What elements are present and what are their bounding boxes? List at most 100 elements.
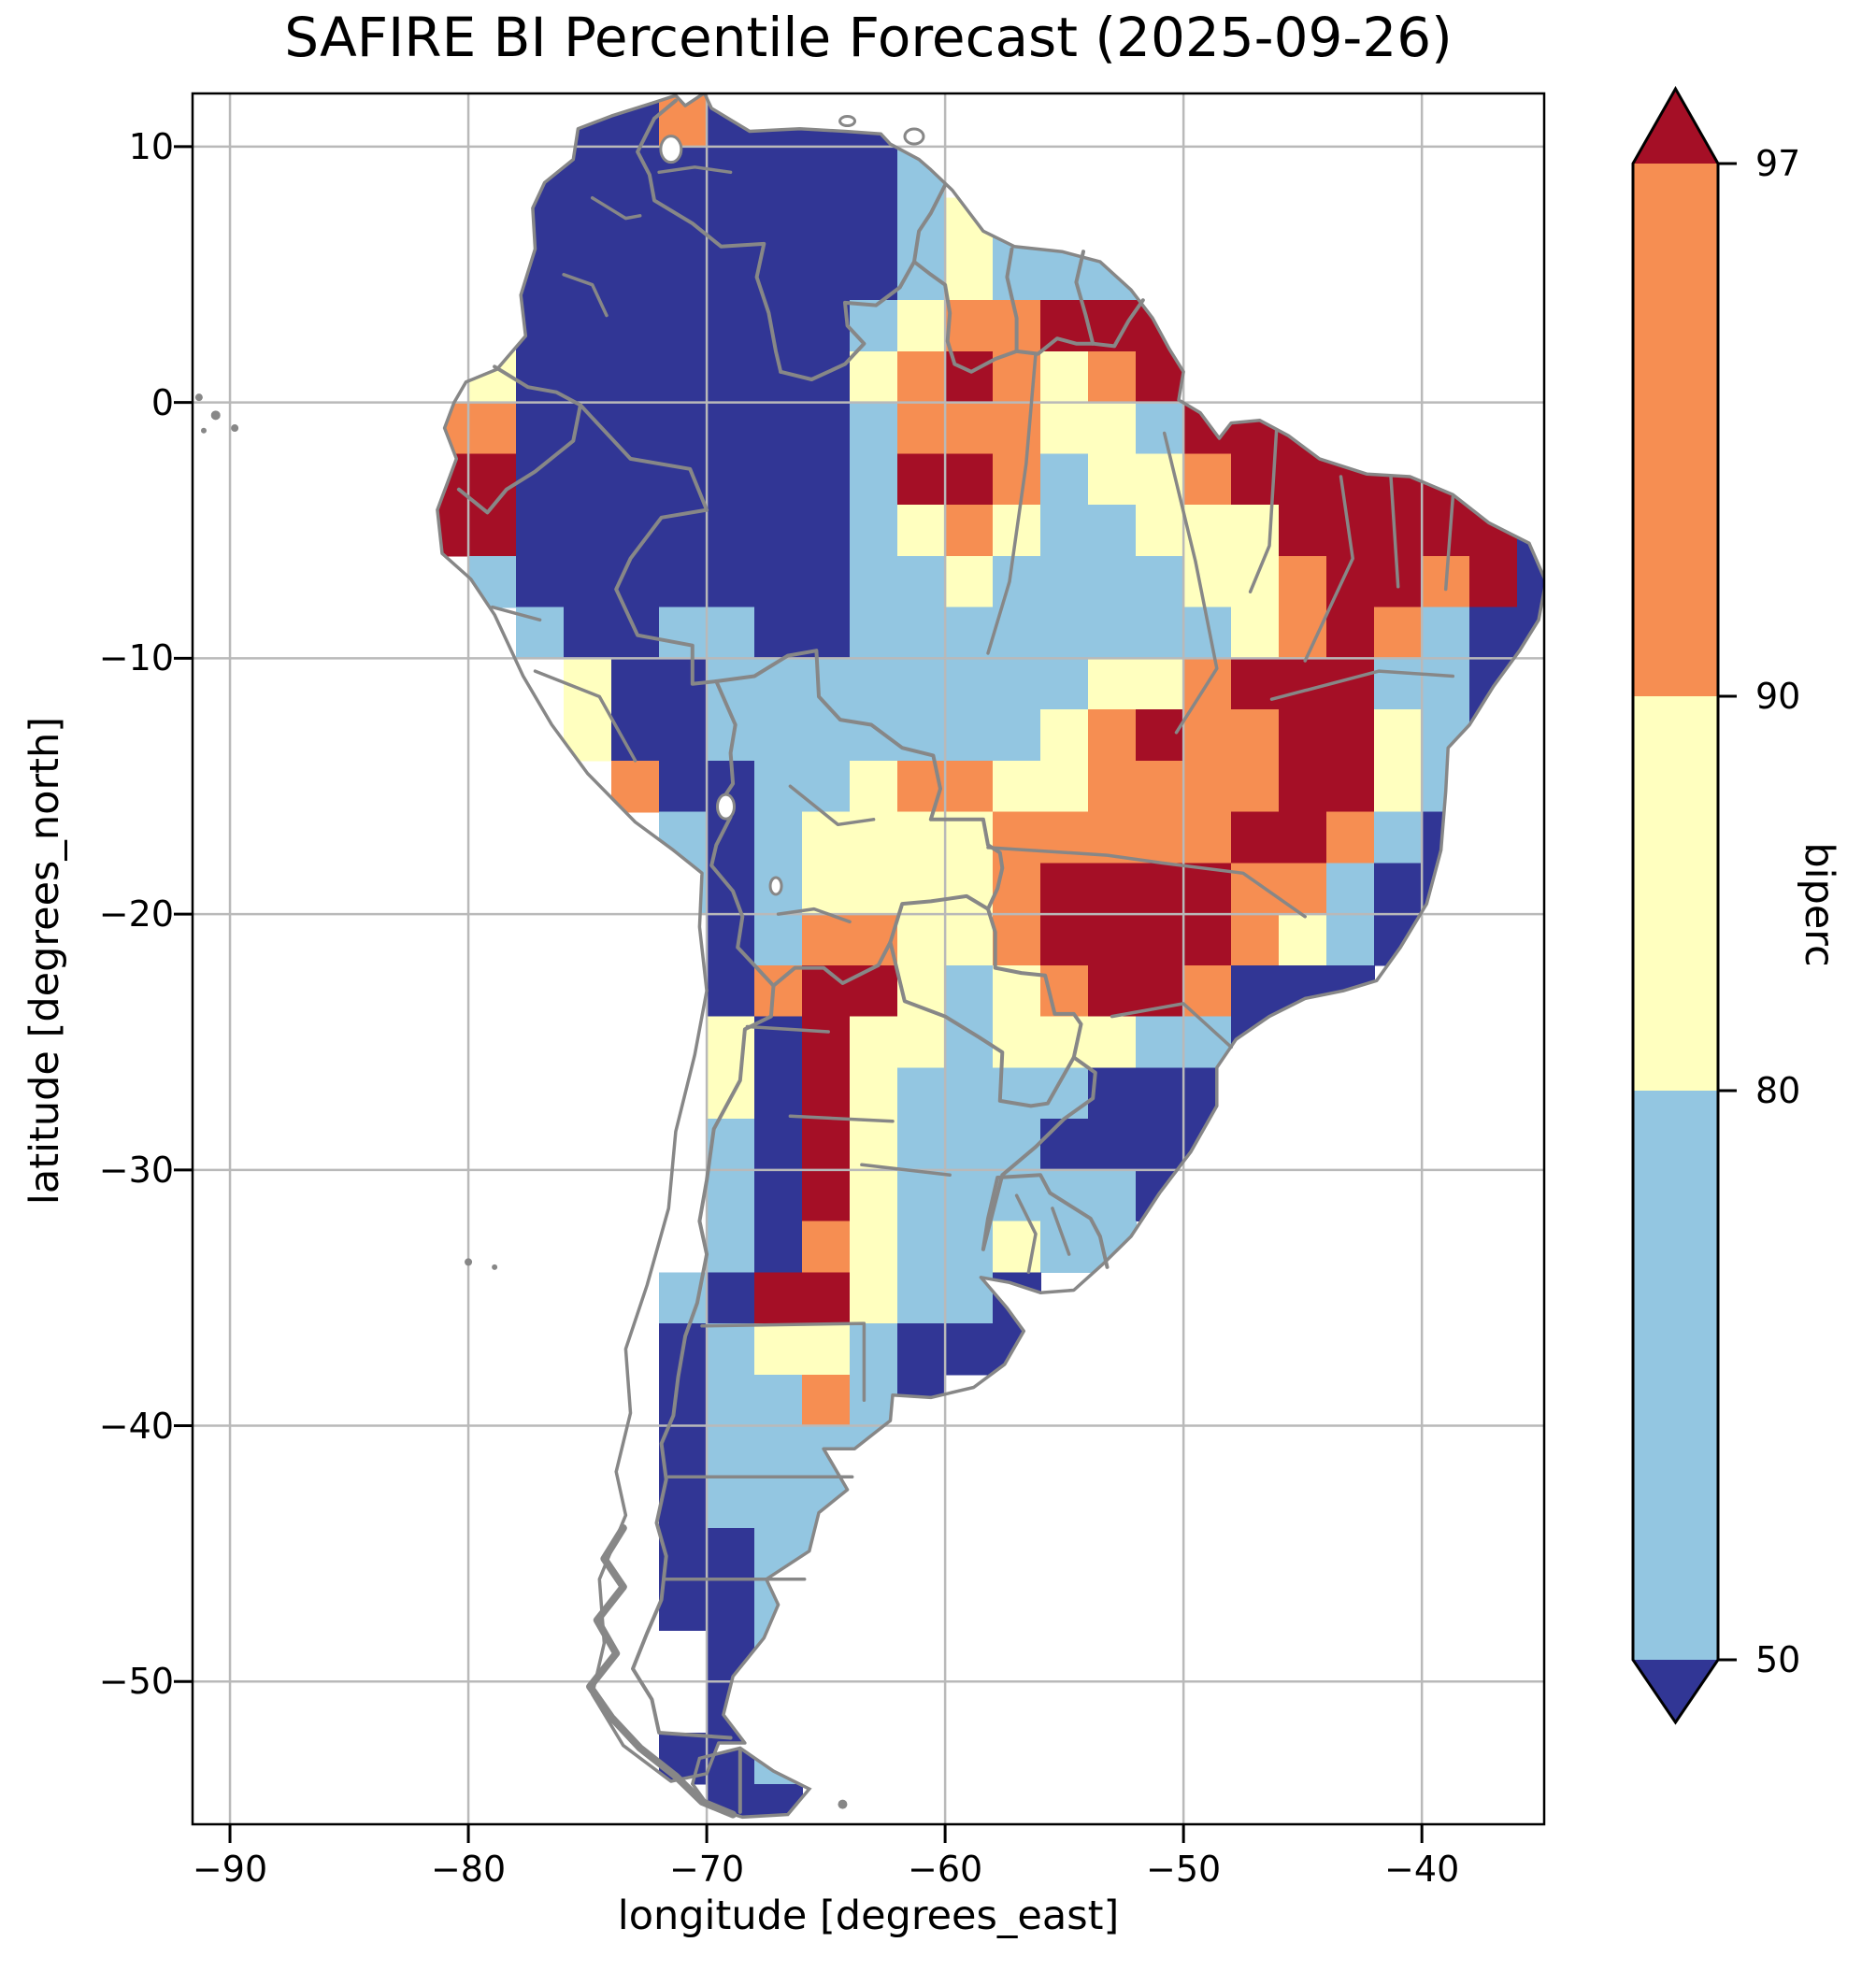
map-cell	[1136, 555, 1184, 608]
map-cell	[802, 1067, 851, 1120]
map-cell	[516, 555, 565, 608]
map-cell	[802, 914, 851, 966]
map-cell	[897, 607, 946, 659]
map-cell	[1088, 350, 1137, 404]
map-cell	[1374, 760, 1423, 813]
map-cell	[802, 964, 851, 1018]
admin-border	[657, 165, 733, 175]
map-cell	[659, 555, 708, 608]
colorbar-tick-label: 80	[1755, 1070, 1801, 1111]
map-cell	[1422, 505, 1470, 557]
map-cell	[1422, 607, 1470, 659]
admin-border	[562, 273, 609, 318]
map-cell	[659, 300, 708, 352]
map-cell	[1326, 863, 1375, 915]
map-cell	[945, 402, 994, 455]
map-cell	[659, 453, 708, 506]
map-cell	[516, 505, 565, 557]
map-cell	[707, 1169, 755, 1222]
colorbar	[1631, 85, 1737, 1725]
map-cell	[1040, 505, 1089, 557]
map-cell	[945, 453, 994, 506]
map-cell	[1088, 760, 1137, 813]
map-cell	[850, 760, 898, 813]
map-cell	[1231, 658, 1280, 710]
map-cell	[945, 709, 994, 762]
map-cell	[1136, 811, 1184, 864]
map-cell	[897, 658, 946, 710]
map-cell	[754, 760, 803, 813]
map-cell	[754, 1374, 803, 1427]
map-cell	[564, 249, 612, 301]
map-cell	[659, 402, 708, 455]
map-cell	[993, 249, 1041, 301]
map-cell	[707, 1272, 755, 1324]
map-cell	[802, 863, 851, 915]
admin-border	[745, 1024, 830, 1034]
country-border	[986, 907, 1083, 1060]
map-cell	[707, 1528, 755, 1580]
map-cell	[516, 402, 565, 455]
map-cell	[659, 1578, 708, 1632]
map-cell	[802, 555, 851, 608]
map-cell	[945, 1323, 994, 1376]
lake-titicaca	[715, 793, 736, 821]
admin-border	[1248, 429, 1279, 593]
map-cell	[659, 1374, 708, 1427]
map-cell	[945, 760, 994, 813]
map-cell	[754, 453, 803, 506]
y-tick-label: −20	[98, 893, 174, 936]
map-cell	[993, 914, 1041, 966]
map-cell	[1374, 811, 1423, 864]
map-cell	[802, 811, 851, 864]
map-cell	[1374, 505, 1423, 557]
coastline	[436, 93, 1544, 1783]
map-cell	[945, 505, 994, 557]
map-cell	[707, 1374, 755, 1427]
map-cell	[1374, 607, 1423, 659]
island-dot	[231, 424, 239, 433]
map-cell	[1279, 760, 1327, 813]
map-cell	[707, 350, 755, 404]
map-cell	[1231, 914, 1280, 966]
admin-border	[1014, 1193, 1038, 1275]
map-cell	[1136, 505, 1184, 557]
map-cell	[993, 658, 1041, 710]
map-cell	[1326, 760, 1375, 813]
map-cell	[707, 505, 755, 557]
map-cell	[802, 249, 851, 301]
map-cell	[897, 1221, 946, 1273]
map-cell	[850, 505, 898, 557]
map-cell	[850, 1323, 898, 1376]
map-cell	[1469, 607, 1518, 659]
country-border	[714, 649, 1005, 911]
country-border	[1005, 247, 1019, 353]
country-border	[709, 679, 893, 988]
map-cell	[1231, 607, 1280, 659]
map-cell	[850, 453, 898, 506]
map-cell	[945, 249, 994, 301]
map-cell	[1279, 555, 1327, 608]
map-cell	[659, 709, 708, 762]
map-cell	[993, 709, 1041, 762]
map-cell	[1279, 505, 1327, 557]
map-cell	[1088, 914, 1137, 966]
country-border	[888, 893, 990, 945]
country-border	[1074, 250, 1096, 346]
map-cell	[1374, 709, 1423, 762]
map-cell	[1183, 964, 1232, 1018]
map-cell	[1279, 811, 1327, 864]
map-cell	[611, 300, 660, 352]
map-cell	[802, 197, 851, 250]
admin-border	[1303, 475, 1354, 663]
map-cell	[945, 964, 994, 1018]
country-border	[912, 183, 948, 264]
admin-border	[490, 605, 542, 622]
graticule	[193, 93, 1544, 1824]
x-tick-label: −60	[908, 1849, 983, 1890]
map-cell	[1040, 658, 1089, 710]
map-cell	[1040, 402, 1089, 455]
lake-maracaibo	[659, 135, 683, 164]
map-cell	[802, 1323, 851, 1376]
